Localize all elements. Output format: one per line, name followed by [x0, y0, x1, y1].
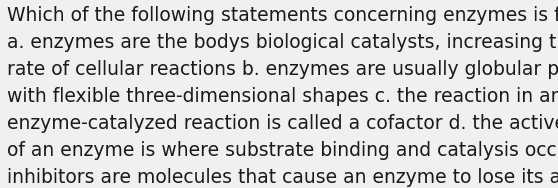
Text: rate of cellular reactions b. enzymes are usually globular proteins: rate of cellular reactions b. enzymes ar…: [7, 60, 558, 79]
Text: of an enzyme is where substrate binding and catalysis occue e.: of an enzyme is where substrate binding …: [7, 141, 558, 160]
Text: a. enzymes are the bodys biological catalysts, increasing the: a. enzymes are the bodys biological cata…: [7, 33, 558, 52]
Text: inhibitors are molecules that cause an enzyme to lose its activity: inhibitors are molecules that cause an e…: [7, 168, 558, 187]
Text: enzyme-catalyzed reaction is called a cofactor d. the active site: enzyme-catalyzed reaction is called a co…: [7, 114, 558, 133]
Text: with flexible three-dimensional shapes c. the reaction in an: with flexible three-dimensional shapes c…: [7, 87, 558, 106]
Text: Which of the following statements concerning enzymes is false?: Which of the following statements concer…: [7, 6, 558, 25]
